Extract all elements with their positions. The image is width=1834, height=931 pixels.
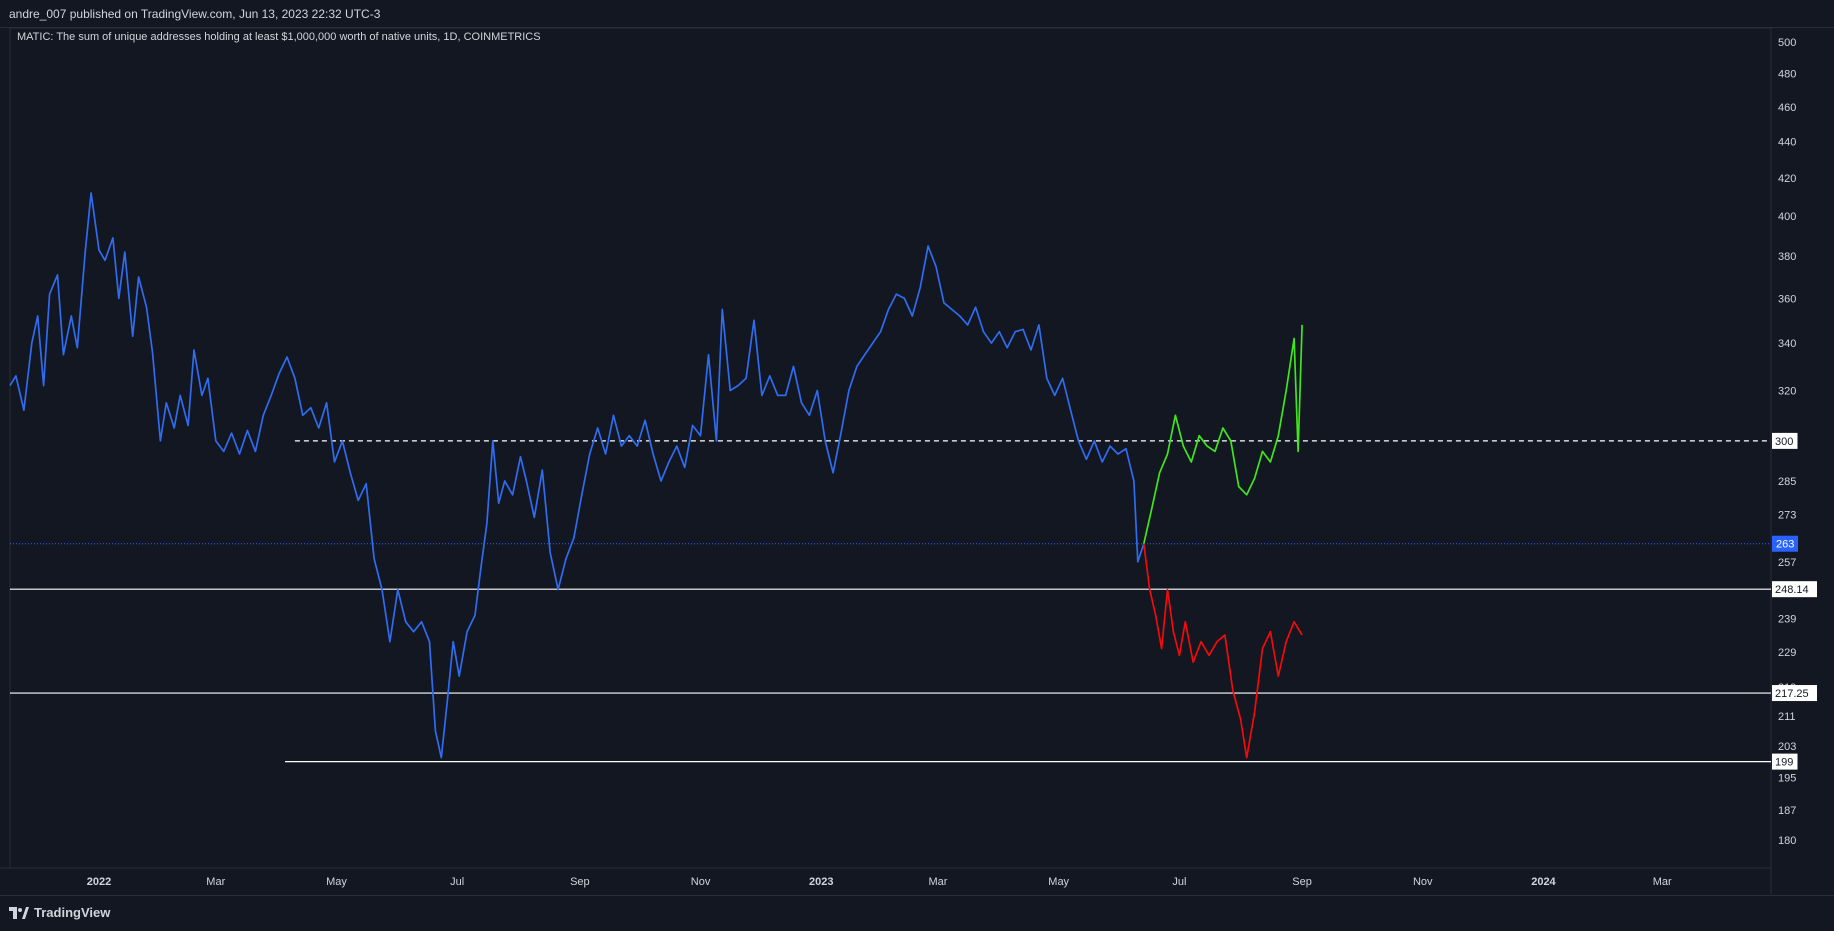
price-tick-label: 440: [1778, 137, 1796, 149]
level-label-box: [1772, 432, 1798, 449]
time-tick-label: May: [326, 876, 347, 888]
footer-bar: TradingView: [0, 895, 1834, 931]
history-line: [9, 192, 1145, 759]
current-value-label: 263: [1776, 539, 1794, 551]
time-tick-label: Nov: [1413, 876, 1433, 888]
price-labels: 300 248.14 217.25 199 263: [1772, 432, 1817, 770]
time-tick-label: Sep: [570, 876, 590, 888]
price-tick-label: 480: [1778, 69, 1796, 81]
plot-area[interactable]: [9, 28, 1772, 869]
price-chart[interactable]: 1801871952032112192292392482572632732853…: [0, 28, 1834, 894]
bearish-projection-line: [1142, 543, 1303, 759]
time-tick-label: Nov: [691, 876, 711, 888]
time-tick-label: Mar: [1653, 876, 1672, 888]
current-value-box: [1772, 535, 1798, 552]
time-tick-label: May: [1048, 876, 1069, 888]
publisher-text: andre_007 published on TradingView.com, …: [9, 7, 381, 21]
time-tick-label: 2023: [809, 876, 833, 888]
level-label-box: [1772, 685, 1817, 702]
price-tick-label: 360: [1778, 293, 1796, 305]
horizontal-levels: [10, 440, 1771, 763]
price-tick-label: 500: [1778, 37, 1796, 49]
time-tick-label: Mar: [929, 876, 948, 888]
chart-title: MATIC: The sum of unique addresses holdi…: [17, 31, 541, 43]
price-tick-label: 400: [1778, 211, 1796, 223]
price-tick-label: 460: [1778, 102, 1796, 114]
tradingview-logo-icon: [9, 906, 29, 919]
time-tick-label: Sep: [1292, 876, 1312, 888]
price-tick-label: 273: [1778, 510, 1796, 522]
price-tick-label: 187: [1778, 805, 1796, 817]
price-tick-label: 257: [1778, 557, 1796, 569]
level-label-box: [1772, 753, 1798, 770]
price-tick-label: 420: [1778, 173, 1796, 185]
price-tick-label: 195: [1778, 772, 1796, 784]
price-tick-label: 211: [1778, 711, 1796, 723]
time-axis[interactable]: 2022 Mar May Jul Sep Nov 2023 Mar May Jul Sep Nov 20…: [87, 876, 1672, 888]
price-tick-label: 320: [1778, 385, 1796, 397]
price-tick-label: 239: [1778, 613, 1796, 625]
series-lines: [9, 192, 1303, 759]
publisher-bar: andre_007 published on TradingView.com, …: [0, 0, 1834, 28]
level-label: 300: [1775, 436, 1793, 448]
time-tick-label: Jul: [450, 876, 464, 888]
level-label: 199: [1775, 757, 1793, 769]
price-tick-label: 380: [1778, 251, 1796, 263]
time-tick-label: 2022: [87, 876, 111, 888]
brand-name: TradingView: [34, 905, 111, 920]
time-tick-label: Mar: [206, 876, 225, 888]
bullish-projection-line: [1142, 324, 1303, 544]
price-tick-label: 285: [1778, 476, 1796, 488]
level-label: 217.25: [1775, 688, 1809, 700]
price-tick-label: 229: [1778, 647, 1796, 659]
time-tick-label: Jul: [1172, 876, 1186, 888]
price-tick-label: 340: [1778, 338, 1796, 350]
level-label: 248.14: [1775, 584, 1809, 596]
price-tick-label: 180: [1778, 835, 1796, 847]
tradingview-logo[interactable]: TradingView: [9, 905, 110, 920]
level-label-box: [1772, 581, 1817, 598]
price-tick-label: 203: [1778, 741, 1796, 753]
time-tick-label: 2024: [1531, 876, 1556, 888]
